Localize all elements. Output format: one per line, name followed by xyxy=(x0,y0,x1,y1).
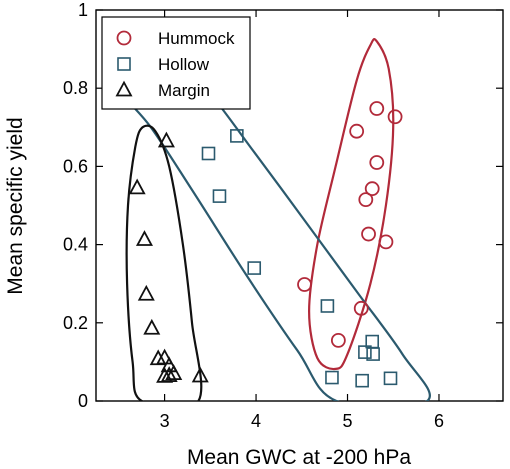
margin-point-9 xyxy=(160,366,178,382)
hollow-legend-label: Hollow xyxy=(158,55,210,74)
x-tick-label-3: 3 xyxy=(160,411,170,431)
hollow-point-3 xyxy=(247,261,262,275)
hollow-point-4 xyxy=(320,299,335,313)
margin-legend-label: Margin xyxy=(158,81,210,100)
y-tick-label-0.2: 0.2 xyxy=(63,313,88,333)
hollow-legend-marker xyxy=(117,57,131,71)
hummock-point-6 xyxy=(361,226,376,242)
margin-point-11 xyxy=(191,366,209,383)
margin-point-6 xyxy=(160,356,178,373)
hollow-point-9 xyxy=(355,373,369,388)
y-tick-label-0: 0 xyxy=(78,391,88,411)
margin-point-2 xyxy=(137,284,155,301)
y-tick-label-1: 1 xyxy=(78,0,88,20)
margin-point-3 xyxy=(143,318,161,335)
margin-point-5 xyxy=(156,348,174,365)
x-axis-label: Mean GWC at -200 hPa xyxy=(187,446,411,469)
hollow-point-8 xyxy=(325,370,339,385)
axis-ticks: 3 4 5 6 0 0.2 0.4 0.6 0.8 1 xyxy=(63,0,503,431)
hummock-point-1 xyxy=(387,109,403,125)
margin-legend-marker xyxy=(115,80,133,97)
margin-point-7 xyxy=(165,364,183,381)
y-tick-label-0.6: 0.6 xyxy=(63,156,88,176)
hummock-legend-marker xyxy=(116,30,132,46)
hummock-point-8 xyxy=(297,277,312,292)
hummock-point-9 xyxy=(353,300,369,316)
hollow-point-2 xyxy=(212,189,227,203)
legend: Hummock Hollow Margin xyxy=(101,16,251,110)
hollow-point-7 xyxy=(366,347,380,361)
y-axis-label: Mean specific yield xyxy=(4,117,27,294)
y-tick-label-0.8: 0.8 xyxy=(63,78,88,98)
hummock-point-5 xyxy=(358,192,374,208)
hummock-point-7 xyxy=(378,234,394,250)
x-tick-label-6: 6 xyxy=(434,411,444,431)
hollow-point-0 xyxy=(201,146,216,161)
margin-point-1 xyxy=(135,230,153,246)
margin-ellipse xyxy=(125,124,203,401)
data-points xyxy=(128,101,403,388)
margin-point-0 xyxy=(128,178,146,195)
x-tick-label-5: 5 xyxy=(343,411,353,431)
hummock-point-2 xyxy=(349,123,365,139)
hollow-point-6 xyxy=(358,345,372,359)
x-tick-label-4: 4 xyxy=(251,411,261,431)
hummock-point-0 xyxy=(369,101,385,116)
hummock-point-3 xyxy=(369,155,385,170)
margin-point-10 xyxy=(157,131,175,148)
hummock-point-4 xyxy=(364,181,380,197)
hollow-point-1 xyxy=(230,129,244,143)
plot-frame xyxy=(95,9,504,402)
y-tick-label-0.4: 0.4 xyxy=(63,235,88,255)
hummock-ellipse xyxy=(307,38,395,371)
hummock-point-10 xyxy=(330,332,346,348)
hollow-point-10 xyxy=(383,371,398,386)
hummock-legend-label: Hummock xyxy=(158,29,235,48)
